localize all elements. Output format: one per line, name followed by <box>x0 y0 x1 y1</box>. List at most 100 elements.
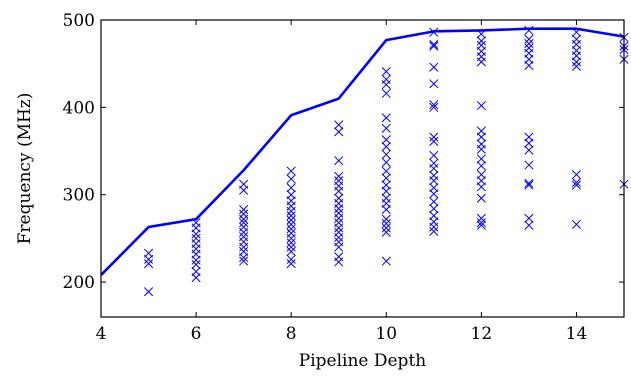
data-point-marker <box>334 242 344 252</box>
data-point-marker <box>286 259 296 269</box>
marker-stroke <box>286 174 296 184</box>
marker-stroke <box>381 80 391 90</box>
data-point-marker <box>239 256 249 266</box>
marker-stroke <box>571 219 582 229</box>
marker-stroke <box>476 101 486 111</box>
data-point-marker <box>429 132 439 142</box>
data-point-marker <box>286 211 296 221</box>
marker-stroke <box>429 163 439 174</box>
marker-stroke <box>381 149 391 160</box>
max-frequency-line <box>100 27 625 276</box>
data-point-marker <box>191 260 201 270</box>
marker-stroke <box>286 254 296 264</box>
marker-stroke <box>476 161 486 171</box>
data-point-marker <box>381 66 391 77</box>
data-point-marker <box>381 227 391 237</box>
marker-stroke <box>524 39 534 49</box>
marker-stroke <box>524 34 534 44</box>
data-point-marker <box>476 101 486 111</box>
marker-stroke <box>476 144 486 154</box>
data-point-marker <box>143 254 154 264</box>
data-point-marker <box>429 102 439 112</box>
ticks-layer: 4 6 8 10 12 14 200 300 400 500 <box>63 11 624 344</box>
marker-stroke <box>286 238 296 248</box>
marker-stroke <box>239 242 249 252</box>
marker-stroke <box>191 273 201 283</box>
marker-stroke <box>381 205 391 215</box>
y-tick-label: 200 <box>63 273 95 293</box>
data-point-marker <box>429 150 439 160</box>
marker-stroke <box>381 123 391 133</box>
marker-stroke <box>286 206 296 216</box>
data-point-marker <box>286 219 296 229</box>
data-point-marker <box>381 157 391 167</box>
marker-stroke <box>429 150 439 160</box>
data-point-marker <box>476 36 486 46</box>
marker-stroke <box>524 160 534 170</box>
data-point-marker <box>381 113 391 123</box>
x-tick-label: 12 <box>471 324 493 344</box>
data-point-marker <box>381 88 391 98</box>
marker-stroke <box>429 39 439 50</box>
data-point-marker <box>429 204 439 214</box>
marker-stroke <box>334 257 344 267</box>
marker-stroke <box>191 255 201 265</box>
marker-stroke <box>381 135 391 145</box>
marker-stroke <box>429 102 439 112</box>
marker-stroke <box>381 214 391 224</box>
data-point-marker <box>524 60 534 70</box>
marker-stroke <box>381 227 391 237</box>
y-tick-label: 400 <box>63 98 95 118</box>
data-point-marker <box>286 246 296 257</box>
data-point-marker <box>381 205 391 215</box>
marker-stroke <box>239 205 249 215</box>
x-tick-label: 6 <box>191 324 202 344</box>
marker-stroke <box>476 193 486 203</box>
marker-stroke <box>429 204 439 214</box>
marker-stroke <box>524 180 534 190</box>
y-axis-title: Frequency (MHz) <box>15 93 35 245</box>
marker-stroke <box>286 215 296 225</box>
marker-stroke <box>239 214 249 224</box>
marker-stroke <box>571 177 582 188</box>
data-point-marker <box>429 41 439 51</box>
data-point-marker <box>381 214 391 224</box>
marker-stroke <box>381 256 391 266</box>
marker-stroke <box>429 226 439 236</box>
data-point-marker <box>381 123 391 133</box>
data-point-marker <box>524 145 534 155</box>
y-tick-label: 500 <box>63 11 95 31</box>
marker-stroke <box>334 127 344 137</box>
data-point-marker <box>191 229 201 239</box>
data-point-marker <box>334 257 344 267</box>
data-point-marker <box>524 34 534 44</box>
data-point-marker <box>571 61 582 71</box>
marker-stroke <box>429 189 439 199</box>
data-point-marker <box>334 223 344 233</box>
data-point-marker <box>286 174 296 184</box>
data-point-marker <box>429 197 439 207</box>
marker-stroke <box>239 253 249 263</box>
x-tick-label: 14 <box>566 324 588 344</box>
data-point-marker <box>239 185 249 195</box>
data-point-marker <box>191 255 201 265</box>
marker-stroke <box>524 178 534 188</box>
marker-stroke <box>429 62 439 72</box>
marker-stroke <box>476 213 486 223</box>
data-point-marker <box>476 154 486 164</box>
data-point-marker <box>286 215 296 225</box>
data-point-marker <box>334 171 344 181</box>
data-point-marker <box>381 256 391 266</box>
data-point-marker <box>524 180 534 190</box>
marker-stroke <box>191 229 201 239</box>
marker-stroke <box>429 41 439 51</box>
data-point-marker <box>286 166 296 176</box>
data-point-marker <box>429 189 439 199</box>
marker-stroke <box>334 171 344 181</box>
marker-stroke <box>381 66 391 77</box>
x-tick-label: 4 <box>96 324 107 344</box>
data-point-marker <box>524 138 534 148</box>
data-point-marker <box>381 142 391 152</box>
y-tick-label: 300 <box>63 186 95 206</box>
